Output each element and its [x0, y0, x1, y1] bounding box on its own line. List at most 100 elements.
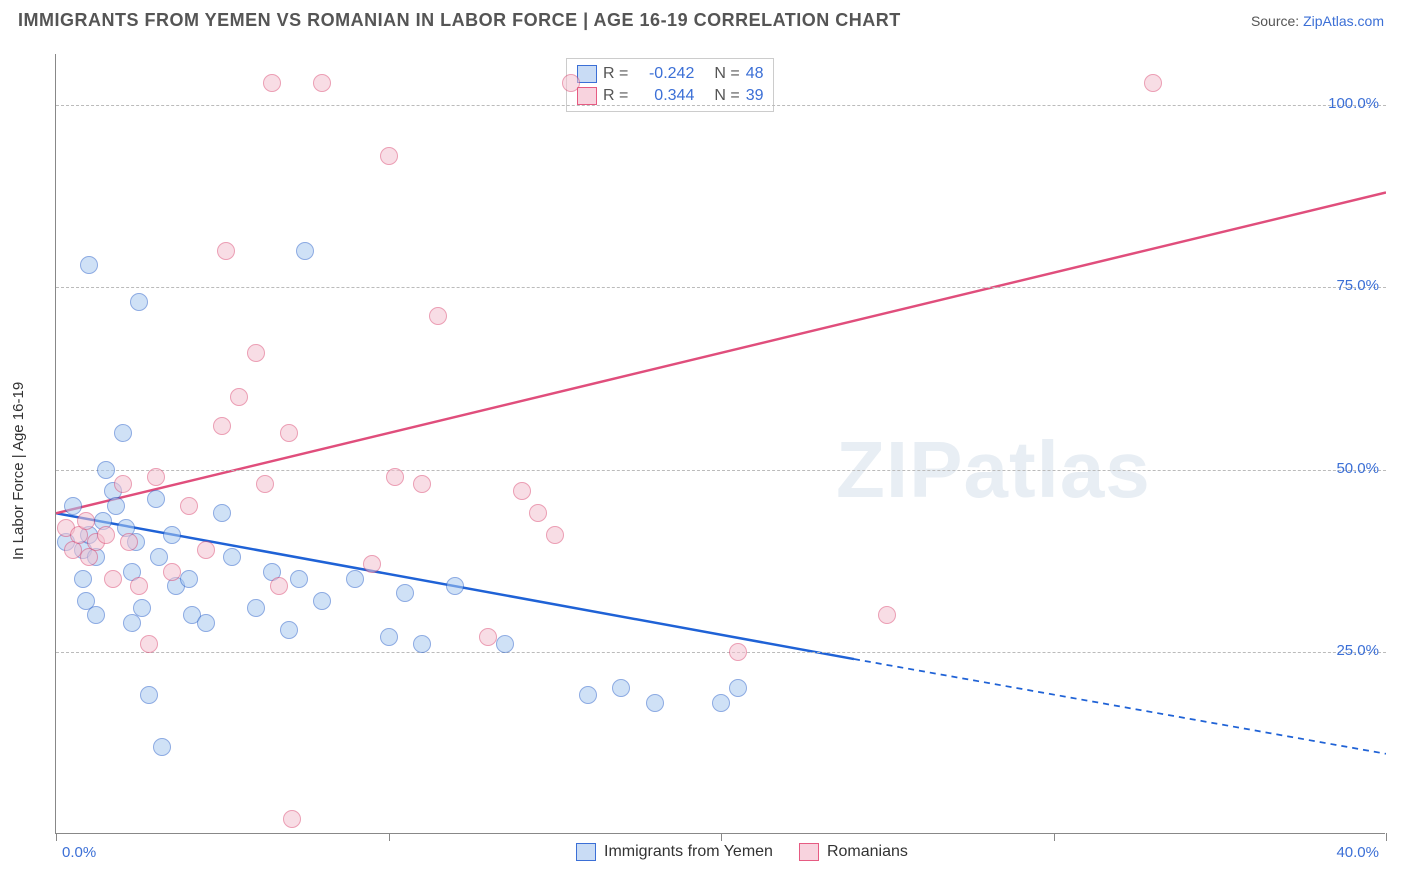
scatter-point: [1144, 74, 1162, 92]
y-tick-label: 50.0%: [1336, 460, 1379, 477]
scatter-point: [114, 424, 132, 442]
scatter-point: [579, 686, 597, 704]
x-tick-label: 0.0%: [62, 844, 96, 861]
scatter-point: [197, 541, 215, 559]
y-tick-label: 75.0%: [1336, 277, 1379, 294]
y-axis-label: In Labor Force | Age 16-19: [10, 382, 27, 560]
scatter-point: [529, 504, 547, 522]
legend-swatch: [577, 65, 597, 83]
scatter-point: [107, 497, 125, 515]
n-label: N =: [714, 87, 739, 105]
series-legend: Immigrants from Yemen Romanians: [576, 843, 908, 861]
scatter-point: [313, 74, 331, 92]
scatter-point: [263, 74, 281, 92]
scatter-point: [496, 635, 514, 653]
scatter-point: [140, 635, 158, 653]
scatter-point: [64, 497, 82, 515]
scatter-point: [386, 468, 404, 486]
scatter-point: [363, 555, 381, 573]
scatter-point: [513, 482, 531, 500]
chart-container: IMMIGRANTS FROM YEMEN VS ROMANIAN IN LAB…: [0, 0, 1406, 892]
scatter-point: [213, 504, 231, 522]
scatter-point: [97, 461, 115, 479]
scatter-point: [296, 242, 314, 260]
y-tick-label: 25.0%: [1336, 642, 1379, 659]
scatter-point: [346, 570, 364, 588]
source-attribution: Source: ZipAtlas.com: [1251, 13, 1384, 29]
scatter-point: [290, 570, 308, 588]
scatter-point: [256, 475, 274, 493]
legend-swatch: [799, 843, 819, 861]
y-tick-label: 100.0%: [1328, 95, 1379, 112]
trend-lines-layer: [56, 54, 1386, 834]
scatter-point: [197, 614, 215, 632]
scatter-point: [150, 548, 168, 566]
scatter-point: [77, 512, 95, 530]
scatter-point: [270, 577, 288, 595]
scatter-point: [87, 606, 105, 624]
gridline: [56, 287, 1386, 288]
scatter-point: [74, 570, 92, 588]
scatter-point: [280, 621, 298, 639]
scatter-point: [80, 256, 98, 274]
x-tick: [56, 833, 57, 841]
n-value: 39: [746, 87, 764, 105]
scatter-point: [380, 628, 398, 646]
stats-legend: R = -0.242 N = 48 R = 0.344 N = 39: [566, 58, 774, 112]
scatter-point: [114, 475, 132, 493]
scatter-point: [313, 592, 331, 610]
trend-line-extrapolated: [854, 659, 1386, 754]
scatter-point: [729, 643, 747, 661]
scatter-point: [247, 599, 265, 617]
scatter-point: [147, 490, 165, 508]
r-value: 0.344: [634, 87, 694, 105]
scatter-point: [646, 694, 664, 712]
source-link[interactable]: ZipAtlas.com: [1303, 13, 1384, 29]
scatter-point: [180, 570, 198, 588]
scatter-point: [878, 606, 896, 624]
scatter-point: [283, 810, 301, 828]
legend-label: Immigrants from Yemen: [604, 843, 773, 861]
scatter-point: [429, 307, 447, 325]
scatter-point: [163, 526, 181, 544]
stats-legend-row: R = -0.242 N = 48: [577, 63, 763, 85]
scatter-point: [180, 497, 198, 515]
scatter-point: [712, 694, 730, 712]
scatter-point: [247, 344, 265, 362]
chart-title: IMMIGRANTS FROM YEMEN VS ROMANIAN IN LAB…: [18, 10, 901, 31]
stats-legend-row: R = 0.344 N = 39: [577, 85, 763, 107]
scatter-point: [729, 679, 747, 697]
legend-swatch: [576, 843, 596, 861]
legend-item: Romanians: [799, 843, 908, 861]
scatter-point: [612, 679, 630, 697]
scatter-point: [140, 686, 158, 704]
r-value: -0.242: [634, 65, 694, 83]
n-value: 48: [746, 65, 764, 83]
x-tick: [1386, 833, 1387, 841]
scatter-point: [413, 635, 431, 653]
scatter-point: [479, 628, 497, 646]
scatter-point: [147, 468, 165, 486]
scatter-point: [133, 599, 151, 617]
x-tick: [389, 833, 390, 841]
n-label: N =: [714, 65, 739, 83]
gridline: [56, 470, 1386, 471]
legend-swatch: [577, 87, 597, 105]
r-label: R =: [603, 87, 628, 105]
scatter-point: [413, 475, 431, 493]
scatter-point: [217, 242, 235, 260]
scatter-point: [223, 548, 241, 566]
plot-area: ZIPatlas R = -0.242 N = 48 R = 0.344 N =…: [55, 54, 1385, 834]
scatter-point: [153, 738, 171, 756]
scatter-point: [104, 570, 122, 588]
scatter-point: [163, 563, 181, 581]
legend-item: Immigrants from Yemen: [576, 843, 773, 861]
r-label: R =: [603, 65, 628, 83]
gridline: [56, 652, 1386, 653]
scatter-point: [546, 526, 564, 544]
source-label: Source:: [1251, 13, 1303, 29]
scatter-point: [280, 424, 298, 442]
scatter-point: [97, 526, 115, 544]
scatter-point: [380, 147, 398, 165]
scatter-point: [230, 388, 248, 406]
